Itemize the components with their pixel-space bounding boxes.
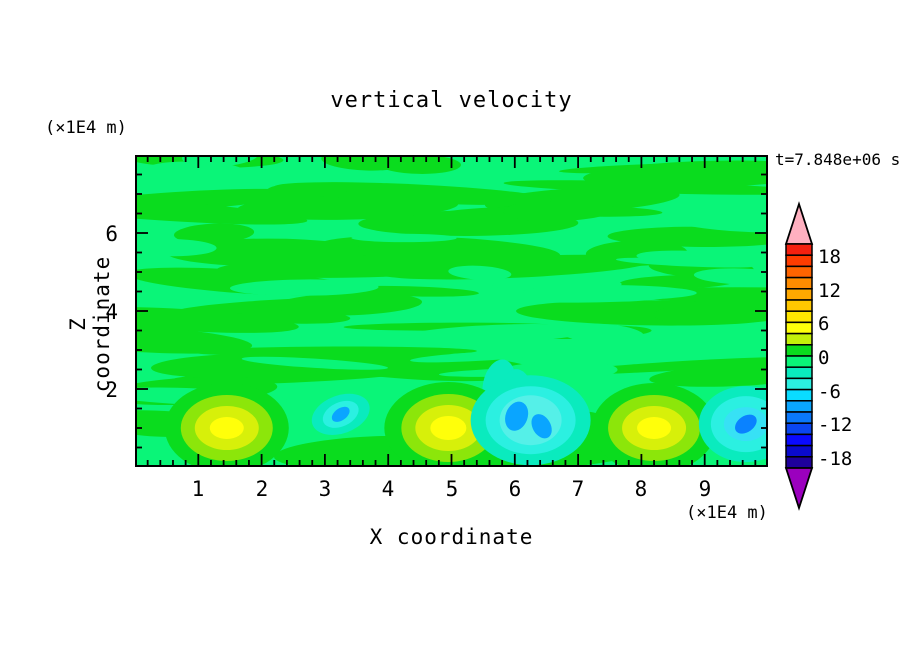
- colorbar-box: [785, 344, 813, 357]
- colorbar: [784, 201, 814, 511]
- contour-region: [693, 268, 768, 285]
- colorbar-box: [785, 299, 813, 312]
- contour-region: [229, 279, 379, 296]
- contour-region: [189, 346, 477, 357]
- colorbar-label-m6: -6: [818, 381, 841, 403]
- z-axis-title: Z coordinate: [66, 255, 114, 393]
- contour-region: [147, 161, 245, 179]
- x-tick-label-5: 5: [445, 477, 459, 501]
- colorbar-box: [785, 321, 813, 335]
- colorbar-box: [785, 400, 813, 413]
- colorbar-box: [785, 377, 813, 391]
- contour-region: [503, 180, 768, 195]
- colorbar-label-6: 6: [818, 313, 830, 335]
- contour-region: [654, 298, 768, 325]
- contour-region: [560, 323, 645, 344]
- x-tick-label-8: 8: [634, 477, 648, 501]
- colorbar-label-0: 0: [818, 347, 830, 369]
- x-axis-units-label: (×1E4 m): [686, 503, 768, 523]
- z-axis-units-label: (×1E4 m): [45, 118, 127, 138]
- contour-region: [666, 210, 768, 233]
- colorbar-box: [785, 355, 813, 368]
- colorbar-box: [785, 433, 813, 447]
- contour-region: [378, 254, 653, 280]
- colorbar-label-12: 12: [818, 280, 841, 302]
- contour-region: [135, 307, 299, 333]
- colorbar-box: [785, 310, 813, 324]
- z-tick-label-6: 6: [105, 222, 118, 246]
- contour-region: [531, 414, 552, 439]
- colorbar-box: [785, 456, 813, 469]
- x-tick-label-2: 2: [255, 477, 269, 501]
- contour-region: [430, 416, 467, 440]
- x-axis-title: X coordinate: [369, 525, 534, 549]
- colorbar-label-m12: -12: [818, 414, 853, 436]
- contour-region: [321, 155, 412, 171]
- contour-region: [241, 356, 389, 370]
- contour-region: [410, 350, 555, 363]
- contour-region: [583, 160, 768, 189]
- contour-region: [398, 323, 592, 345]
- contour-region: [135, 239, 217, 257]
- colorbar-box: [785, 411, 813, 424]
- contour-region: [216, 255, 498, 278]
- contour-region: [649, 362, 768, 387]
- contour-region: [637, 417, 672, 439]
- contour-region: [448, 265, 512, 281]
- convective-cells: [164, 375, 768, 467]
- colorbar-box: [785, 332, 813, 346]
- z-tick-label-4: 4: [105, 300, 118, 324]
- colorbar-label-m18: -18: [818, 448, 853, 470]
- contour-region: [503, 199, 614, 222]
- plot-title: vertical velocity: [330, 88, 573, 113]
- contour-region: [636, 250, 748, 267]
- contour-region: [135, 325, 253, 354]
- wave-streaks: [135, 155, 768, 467]
- colorbar-box: [785, 422, 813, 436]
- colorbar-box: [785, 444, 813, 458]
- z-tick-label-2: 2: [105, 378, 118, 402]
- colorbar-box: [785, 288, 813, 301]
- colorbar-under-triangle: [784, 467, 814, 511]
- contour-region: [173, 297, 361, 315]
- contour-region: [351, 233, 457, 243]
- x-tick-label-4: 4: [381, 477, 395, 501]
- contour-region: [438, 366, 614, 377]
- time-annotation: t=7.848e+06 s: [775, 150, 901, 169]
- x-tick-label-7: 7: [571, 477, 585, 501]
- colorbar-box: [785, 276, 813, 290]
- contour-region: [523, 284, 697, 300]
- contour-region: [135, 195, 308, 225]
- x-tick-label-6: 6: [508, 477, 522, 501]
- colorbar-box: [785, 366, 813, 380]
- colorbar-box: [785, 243, 813, 256]
- contour-region: [267, 182, 349, 197]
- colorbar-label-18: 18: [818, 246, 841, 268]
- contour-region: [331, 406, 350, 422]
- plot-frame: [135, 155, 768, 467]
- contour-region: [734, 414, 757, 434]
- x-tick-label-1: 1: [191, 477, 205, 501]
- x-tick-label-9: 9: [698, 477, 712, 501]
- contour-region: [505, 401, 529, 431]
- colorbar-box: [785, 388, 813, 402]
- contour-region: [209, 417, 244, 439]
- colorbar-box: [785, 254, 813, 268]
- colorbar-box: [785, 265, 813, 279]
- contour-plot-area: [135, 155, 768, 467]
- x-tick-label-3: 3: [318, 477, 332, 501]
- colorbar-over-triangle: [784, 201, 814, 245]
- contour-region: [174, 223, 255, 244]
